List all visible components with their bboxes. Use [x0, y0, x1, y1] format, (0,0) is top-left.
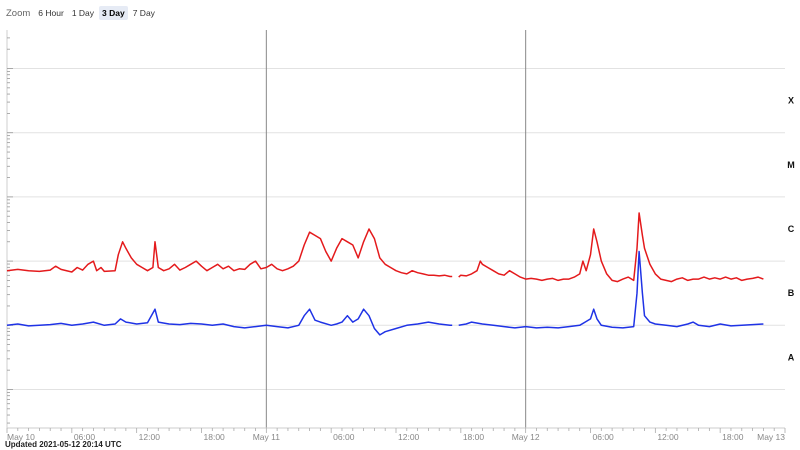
x-tick-label: 12:00	[398, 432, 420, 442]
class-label: A	[788, 352, 795, 362]
x-tick-label: 12:00	[657, 432, 679, 442]
series-line	[458, 250, 764, 329]
x-tick-label: May 11	[253, 432, 281, 442]
x-tick-label: May 10	[7, 432, 35, 442]
series-line	[6, 228, 453, 278]
series-line	[458, 212, 764, 283]
x-tick-label: 06:00	[333, 432, 355, 442]
class-label: B	[788, 288, 795, 298]
grid-lines	[7, 30, 785, 428]
zoom-3-day-button[interactable]: 3 Day	[99, 6, 128, 20]
x-tick-label: May 12	[512, 432, 540, 442]
x-tick-label: May 13	[757, 432, 785, 442]
class-label: M	[787, 160, 795, 170]
x-tick-label: 12:00	[139, 432, 161, 442]
x-tick-label: 06:00	[74, 432, 96, 442]
series-lines	[6, 212, 764, 336]
class-label: X	[788, 96, 794, 106]
class-label: C	[788, 224, 795, 234]
zoom-bar: Zoom 6 Hour 1 Day 3 Day 7 Day	[6, 4, 158, 22]
x-tick-label: 18:00	[722, 432, 744, 442]
zoom-1-day-button[interactable]: 1 Day	[71, 8, 95, 18]
series-line	[6, 308, 453, 336]
zoom-7-day-button[interactable]: 7 Day	[132, 8, 155, 18]
x-tick-label: 06:00	[593, 432, 615, 442]
zoom-6-hour-button[interactable]: 6 Hour	[38, 8, 64, 18]
updated-timestamp: Updated 2021-05-12 20:14 UTC	[5, 440, 122, 449]
zoom-label: Zoom	[6, 7, 31, 19]
x-tick-label: 18:00	[463, 432, 485, 442]
y-class-labels: A B C M X	[787, 96, 795, 363]
x-tick-label: 18:00	[204, 432, 226, 442]
x-axis: May 10 06:00 12:00 18:00 May 11 06:00 12:00 18:…	[6, 30, 786, 442]
